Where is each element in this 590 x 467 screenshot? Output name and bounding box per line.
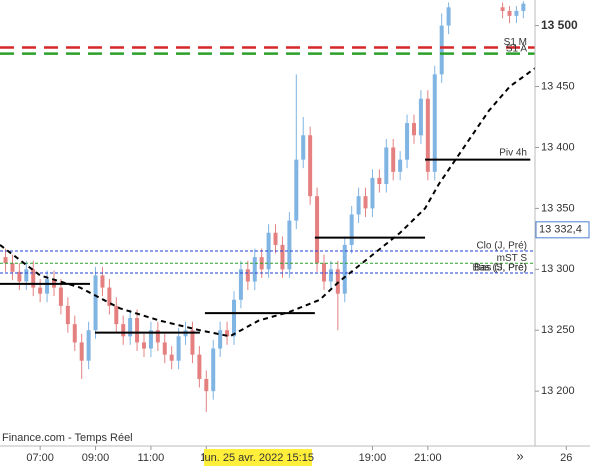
candle-body [231, 299, 236, 337]
candle-body [10, 263, 15, 272]
scroll-button[interactable]: » [516, 448, 523, 463]
candle-body [432, 74, 437, 172]
candle-body [370, 177, 375, 209]
candle-body [197, 354, 202, 379]
candle-body [245, 269, 250, 282]
candle-body [398, 159, 403, 172]
x-tick-label: 11:00 [138, 452, 165, 464]
candle-body [211, 348, 216, 392]
candle-body [176, 336, 181, 361]
candle-body [17, 271, 22, 282]
y-tick-label: 13 250 [541, 324, 575, 336]
candle-body [507, 10, 512, 16]
candle-body [3, 257, 8, 264]
candle-body [86, 330, 91, 361]
candle-body [342, 244, 347, 294]
candle-body [446, 7, 451, 26]
candle-body [121, 324, 126, 337]
candle-body [238, 269, 243, 300]
x-tick-label: 09:00 [82, 452, 110, 464]
candle-body [377, 177, 382, 185]
pivot-label: Piv 4h [499, 147, 527, 158]
candle-body [301, 135, 306, 160]
last-price-box [535, 221, 590, 239]
candle-body [148, 330, 153, 349]
y-tick-label: 13 300 [541, 263, 575, 275]
level-label: S1 A [506, 43, 527, 54]
candle-body [93, 275, 98, 331]
candle-body [135, 318, 140, 343]
candle-body [294, 159, 299, 221]
level-label: Clo (J, Pré) [476, 241, 527, 252]
cursor-label: lun. 25 avr. 2022 15:15 [202, 452, 314, 464]
x-tick-label: 07:00 [26, 452, 54, 464]
candle-body [391, 147, 396, 172]
x-tick-label: 26 [560, 452, 572, 464]
candle-body [266, 232, 271, 270]
candle-body [405, 123, 410, 160]
candle-body [308, 135, 313, 197]
candle-body [425, 98, 430, 172]
candle-body [273, 232, 278, 245]
candle-body [349, 214, 354, 245]
y-tick-label: 13 400 [541, 141, 575, 153]
y-tick-label: 13 500 [541, 18, 578, 32]
candle-body [155, 330, 160, 343]
candle-body [363, 196, 368, 209]
candle-body [79, 342, 84, 361]
candle-body [45, 279, 50, 294]
candle-body [65, 305, 70, 325]
candle-body [190, 330, 195, 355]
level-label: Bas (S, Pré) [473, 263, 527, 274]
candle-body [38, 287, 43, 294]
cursor-box [204, 449, 312, 466]
candle-body [252, 257, 257, 282]
last-price-label: 13 332,4 [539, 224, 582, 236]
candle-body [58, 287, 63, 306]
y-tick-label: 13 450 [541, 80, 575, 92]
candle-body [280, 244, 285, 270]
x-tick-label: 21:00 [414, 452, 442, 464]
candle-body [411, 123, 416, 136]
candle-body [100, 275, 105, 288]
candle-body [521, 3, 526, 11]
candle-body [31, 269, 36, 288]
level-label: mST S [497, 253, 528, 264]
moving-average [0, 67, 535, 338]
candle-body [439, 25, 444, 75]
x-tick-label: 19:00 [359, 452, 387, 464]
candle-body [514, 10, 519, 16]
candle-body [72, 324, 77, 343]
candle-body [356, 196, 361, 215]
candle-body [128, 318, 133, 337]
candle-body [24, 269, 29, 282]
candle-body [162, 342, 167, 355]
source-label: Finance.com - Temps Réel [2, 432, 133, 444]
candle-body [418, 98, 423, 136]
candle-body [225, 330, 230, 337]
level-label: S1 M [504, 37, 527, 48]
candle-body [218, 330, 223, 349]
level-label: Bas (J, Pré) [474, 263, 527, 274]
candle-body [107, 287, 112, 306]
candle-body [169, 354, 174, 361]
candle-body [141, 342, 146, 349]
candle-body [384, 147, 389, 185]
candle-body [114, 305, 119, 325]
candle-body [321, 263, 326, 282]
y-tick-label: 13 200 [541, 385, 575, 397]
candle-body [328, 269, 333, 282]
candle-body [204, 378, 209, 392]
y-tick-label: 13 350 [541, 202, 575, 214]
candle-body [315, 196, 320, 264]
candle-body [287, 220, 292, 270]
candle-body [500, 7, 505, 11]
